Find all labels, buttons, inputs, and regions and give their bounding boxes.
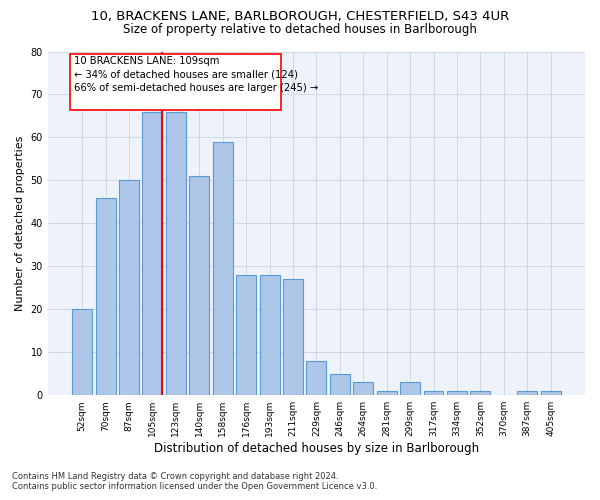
- Y-axis label: Number of detached properties: Number of detached properties: [15, 136, 25, 311]
- Bar: [447, 391, 467, 395]
- Bar: [424, 391, 443, 395]
- Bar: [236, 275, 256, 395]
- Bar: [72, 310, 92, 395]
- Bar: [377, 391, 397, 395]
- Bar: [119, 180, 139, 395]
- Text: Size of property relative to detached houses in Barlborough: Size of property relative to detached ho…: [123, 22, 477, 36]
- Bar: [166, 112, 186, 395]
- Bar: [517, 391, 537, 395]
- Bar: [400, 382, 420, 395]
- Bar: [541, 391, 560, 395]
- Bar: [330, 374, 350, 395]
- FancyBboxPatch shape: [70, 54, 281, 110]
- Bar: [142, 112, 163, 395]
- Bar: [353, 382, 373, 395]
- Text: Contains public sector information licensed under the Open Government Licence v3: Contains public sector information licen…: [12, 482, 377, 491]
- Bar: [470, 391, 490, 395]
- Text: Contains HM Land Registry data © Crown copyright and database right 2024.: Contains HM Land Registry data © Crown c…: [12, 472, 338, 481]
- X-axis label: Distribution of detached houses by size in Barlborough: Distribution of detached houses by size …: [154, 442, 479, 455]
- Bar: [190, 176, 209, 395]
- Bar: [260, 275, 280, 395]
- Bar: [283, 279, 303, 395]
- Bar: [307, 361, 326, 395]
- Bar: [213, 142, 233, 395]
- Bar: [95, 198, 116, 395]
- Text: 10 BRACKENS LANE: 109sqm
← 34% of detached houses are smaller (124)
66% of semi-: 10 BRACKENS LANE: 109sqm ← 34% of detach…: [74, 56, 318, 93]
- Text: 10, BRACKENS LANE, BARLBOROUGH, CHESTERFIELD, S43 4UR: 10, BRACKENS LANE, BARLBOROUGH, CHESTERF…: [91, 10, 509, 23]
